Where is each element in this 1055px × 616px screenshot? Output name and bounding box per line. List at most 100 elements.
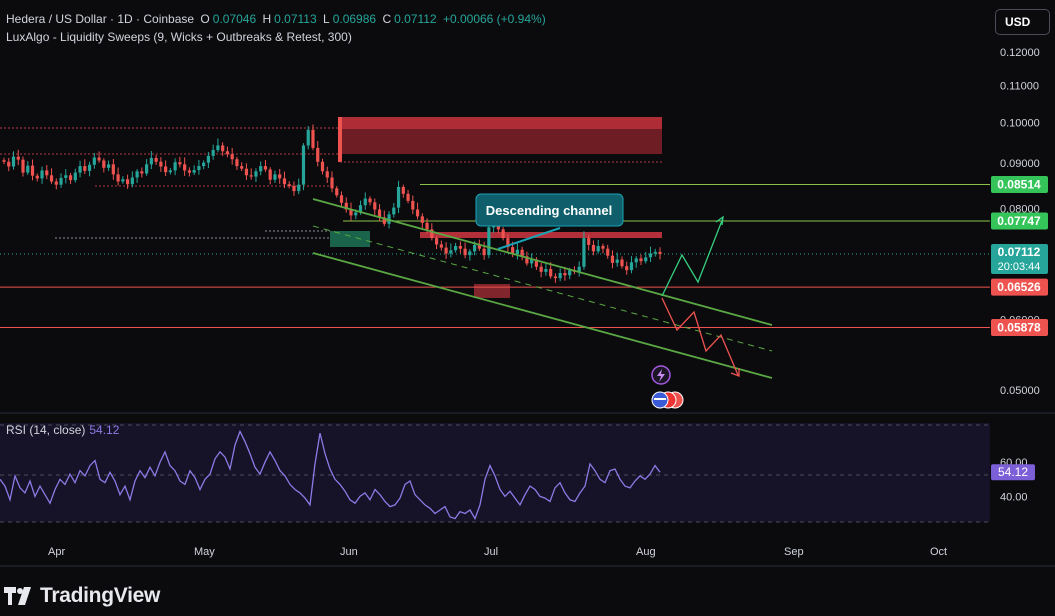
annotation-pointer <box>497 227 561 250</box>
candle <box>648 253 653 258</box>
resistance-price-label-bg <box>991 212 1048 230</box>
candle <box>197 166 201 170</box>
candle <box>339 195 344 203</box>
candle <box>330 177 334 189</box>
candle <box>563 272 567 276</box>
candle <box>244 168 249 176</box>
indicator-name[interactable]: LuxAlgo - Liquidity Sweeps (9, Wicks + O… <box>6 30 352 44</box>
candle <box>634 258 638 263</box>
candle <box>111 164 115 175</box>
candle <box>292 186 296 192</box>
candle <box>530 259 534 264</box>
candle <box>145 164 149 174</box>
price-tick-label: 0.09000 <box>1000 158 1040 170</box>
candle <box>192 169 196 173</box>
candle <box>610 255 615 263</box>
candle <box>392 207 396 215</box>
rsi-value-label-bg <box>991 464 1035 481</box>
open-label: O <box>200 12 210 26</box>
candle <box>11 156 16 167</box>
candle <box>482 248 486 256</box>
bullish-arrowhead <box>715 215 724 226</box>
liquidity-zone <box>340 129 662 154</box>
candle <box>159 161 163 167</box>
candle <box>434 238 439 245</box>
candle <box>515 249 519 255</box>
candle <box>97 157 101 161</box>
candle <box>439 244 443 248</box>
resistance-price-label: 0.08514 <box>997 178 1041 192</box>
candle <box>87 164 92 171</box>
low-label: L <box>323 12 330 26</box>
candle <box>601 246 605 249</box>
price-countdown: 20:03:44 <box>998 261 1041 273</box>
indicator-legend[interactable]: LuxAlgo - Liquidity Sweeps (9, Wicks + O… <box>6 30 355 44</box>
candle <box>639 258 643 262</box>
candle <box>582 238 586 267</box>
candle <box>287 184 291 187</box>
high-label: H <box>262 12 272 26</box>
candle <box>249 175 253 177</box>
rsi-tick-label: 40.00 <box>1000 491 1028 503</box>
candle <box>544 269 548 272</box>
candle <box>282 178 287 185</box>
support-price-label-bg <box>991 278 1048 296</box>
candle <box>335 188 339 196</box>
candle <box>7 161 11 167</box>
candle <box>102 160 106 168</box>
candle <box>420 216 424 223</box>
high-value: 0.07113 <box>274 12 317 26</box>
channel-upper-line <box>312 198 773 326</box>
candle <box>577 266 581 272</box>
rsi-title: RSI (14, close) <box>6 423 86 437</box>
candle <box>539 266 543 272</box>
tradingview-logo-icon <box>4 587 31 605</box>
candle <box>549 269 553 277</box>
candle <box>16 156 20 160</box>
candle <box>591 244 596 252</box>
currency-button[interactable]: USD <box>995 9 1050 35</box>
bearish-arrowhead <box>730 368 740 377</box>
candle <box>411 200 415 210</box>
candle <box>149 157 153 165</box>
candle <box>68 175 73 181</box>
flag-stripe <box>654 398 666 400</box>
candle <box>658 251 662 255</box>
bearish-projection <box>661 297 739 376</box>
candle <box>211 149 215 156</box>
candle <box>477 244 481 249</box>
candle <box>21 159 25 173</box>
lightning-glyph <box>657 369 665 382</box>
candle <box>396 186 401 208</box>
candle <box>225 151 230 155</box>
candle <box>54 181 58 185</box>
candle <box>140 171 144 174</box>
candle <box>35 175 39 179</box>
symbol-name[interactable]: Hedera / US Dollar · 1D · Coinbase <box>6 12 195 26</box>
tradingview-logo[interactable]: TradingView <box>4 584 160 608</box>
candle <box>202 162 206 167</box>
candle <box>453 246 458 251</box>
close-label: C <box>382 12 392 26</box>
candle <box>187 170 191 173</box>
candle <box>135 171 139 178</box>
candle <box>487 227 491 256</box>
candle <box>268 169 272 180</box>
time-tick-label: Aug <box>636 546 656 558</box>
time-tick-label: Sep <box>784 546 804 558</box>
candle <box>106 164 111 168</box>
bullish-projection <box>661 217 724 297</box>
candle <box>263 166 268 170</box>
candle <box>130 177 134 185</box>
symbol-legend[interactable]: Hedera / US Dollar · 1D · Coinbase O 0.07… <box>6 12 549 26</box>
support-price-label: 0.06526 <box>997 280 1041 294</box>
candle <box>316 147 320 162</box>
rsi-legend[interactable]: RSI (14, close) 54.12 <box>6 423 119 437</box>
candle <box>615 259 619 263</box>
candle <box>401 186 405 194</box>
candle <box>463 248 467 256</box>
candle <box>173 162 177 171</box>
price-tick-label: 0.12000 <box>1000 47 1040 59</box>
